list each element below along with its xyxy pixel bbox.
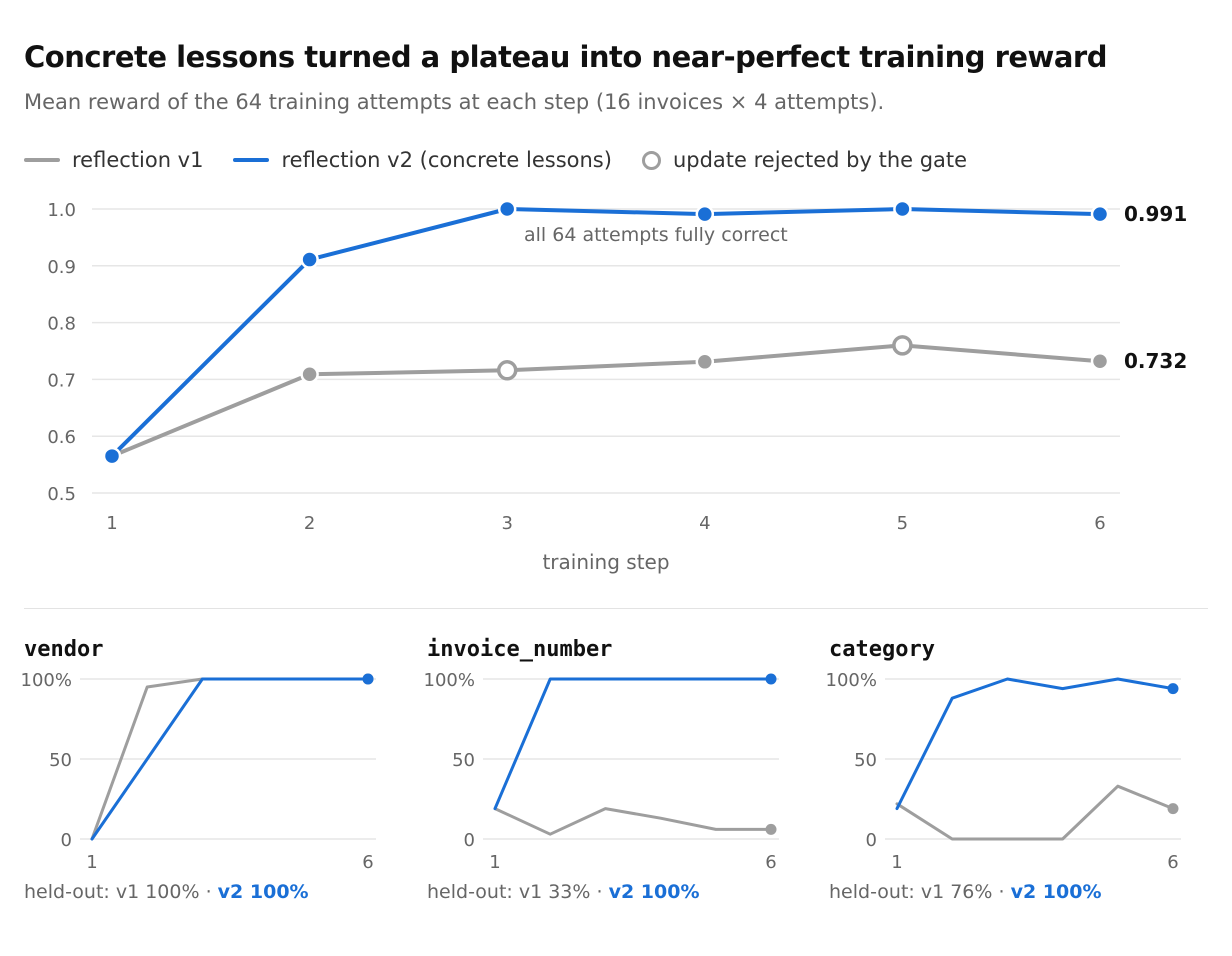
main-point-rejected-v1 [496, 360, 518, 381]
main-y-tick-label: 0.6 [47, 427, 76, 448]
panel-footer-v2: v2 100% [609, 881, 700, 903]
panel-footer-v1: held-out: v1 76% · [829, 881, 1011, 903]
main-end-label-v1: 0.732 [1124, 349, 1187, 373]
legend-label-rejected: update rejected by the gate [672, 148, 968, 172]
panel-y-tick-label: 50 [49, 750, 72, 771]
panel-y-tick-label: 100% [826, 670, 877, 691]
main-point-v1 [300, 365, 319, 384]
main-point-v2 [300, 250, 319, 269]
panel-y-tick-label: 0 [61, 830, 72, 851]
main-x-axis-label: training step [542, 550, 669, 574]
main-point-v2 [893, 199, 912, 219]
panel-y-tick-label: 0 [464, 830, 475, 851]
main-point-v1 [1090, 351, 1110, 371]
section-divider [24, 608, 1208, 609]
panel-end-point-v2 [765, 673, 777, 685]
main-point-v2 [1090, 204, 1110, 224]
legend-label-v2: reflection v2 (concrete lessons) [281, 148, 612, 172]
panel-end-point-v2 [362, 673, 374, 685]
panel-x-tick-label: 1 [489, 852, 500, 873]
panel-x-tick-label: 6 [362, 852, 373, 873]
panel-series-line-v2 [493, 677, 773, 811]
main-y-tick-label: 0.5 [47, 484, 76, 505]
panel-x-tick-label: 6 [1167, 852, 1178, 873]
panel-end-point-v1 [765, 823, 777, 835]
panel-series-line-v1 [895, 784, 1175, 841]
chart-subtitle: Mean reward of the 64 training attempts … [24, 90, 885, 114]
panel-series-line-v2 [90, 677, 370, 841]
panel-footer: held-out: v1 100% · v2 100% [24, 881, 309, 903]
main-annotation: all 64 attempts fully correct [524, 224, 788, 246]
panel-y-tick-label: 100% [424, 670, 475, 691]
panel-y-tick-label: 0 [866, 830, 877, 851]
main-point-v1 [695, 352, 715, 372]
main-x-tick-label: 1 [106, 513, 117, 534]
legend-item-v2: reflection v2 (concrete lessons) [233, 148, 612, 172]
main-point-v2 [102, 446, 122, 466]
panel-x-tick-label: 1 [891, 852, 902, 873]
main-y-tick-label: 0.9 [47, 257, 76, 278]
panel-footer: held-out: v1 33% · v2 100% [427, 881, 699, 903]
main-y-tick-label: 0.8 [47, 314, 76, 335]
panel-title: vendor [24, 637, 103, 662]
main-point-v2 [497, 199, 517, 219]
panel-series-line-v2 [895, 677, 1175, 811]
main-x-tick-label: 2 [304, 513, 315, 534]
main-point-v2 [695, 204, 715, 224]
main-y-tick-label: 1.0 [47, 200, 76, 221]
panel-end-point-v1 [1167, 803, 1179, 815]
panel-title: invoice_number [427, 637, 612, 662]
main-x-tick-label: 6 [1094, 513, 1105, 534]
panel-y-tick-label: 100% [21, 670, 72, 691]
main-x-tick-label: 3 [501, 513, 512, 534]
legend-swatch-v2 [233, 158, 270, 162]
panel-footer: held-out: v1 76% · v2 100% [829, 881, 1101, 903]
legend: reflection v1 reflection v2 (concrete le… [24, 148, 997, 172]
panel-x-tick-label: 6 [765, 852, 776, 873]
main-end-label-v2: 0.991 [1124, 202, 1187, 226]
main-series-line-v1 [110, 343, 1102, 459]
panel-end-point-v2 [1167, 683, 1179, 695]
panel-series-line-v1 [493, 807, 773, 836]
main-series-line-v2 [110, 207, 1102, 459]
panel-footer-v1: held-out: v1 100% · [24, 881, 218, 903]
legend-swatch-v1 [24, 158, 60, 162]
panel-x-tick-label: 1 [86, 852, 97, 873]
panel-y-tick-label: 50 [452, 750, 475, 771]
legend-swatch-rejected [641, 150, 661, 170]
panel-y-tick-label: 50 [854, 750, 877, 771]
main-y-tick-label: 0.7 [47, 370, 76, 391]
panel-footer-v2: v2 100% [1011, 881, 1102, 903]
legend-label-v1: reflection v1 [72, 148, 204, 172]
chart-title: Concrete lessons turned a plateau into n… [24, 40, 1107, 74]
panel-footer-v2: v2 100% [218, 881, 309, 903]
main-x-tick-label: 4 [699, 513, 710, 534]
main-point-rejected-v1 [892, 335, 913, 356]
legend-item-rejected: update rejected by the gate [641, 148, 968, 172]
main-x-tick-label: 5 [897, 513, 908, 534]
legend-item-v1: reflection v1 [24, 148, 203, 172]
panel-footer-v1: held-out: v1 33% · [427, 881, 609, 903]
panel-title: category [829, 637, 935, 662]
